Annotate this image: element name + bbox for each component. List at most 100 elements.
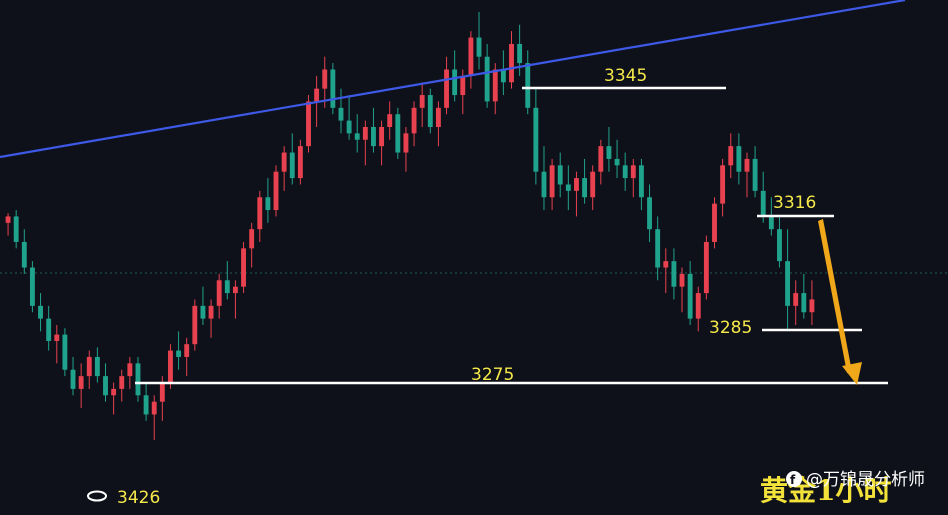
candle-body <box>712 204 717 242</box>
candle-body <box>201 306 206 319</box>
candle-body <box>339 108 344 121</box>
candle-body <box>607 146 612 159</box>
candle <box>785 229 790 331</box>
candle-body <box>152 402 157 415</box>
candle-body <box>387 114 392 127</box>
candle-body <box>550 165 555 197</box>
candle <box>468 31 473 88</box>
candle-body <box>160 383 165 402</box>
candle <box>533 89 538 185</box>
candle-body <box>136 363 141 395</box>
candle <box>574 172 579 217</box>
candle-body <box>322 69 327 88</box>
candle <box>420 82 425 127</box>
candle <box>509 31 514 88</box>
candle-body <box>452 69 457 95</box>
candle <box>241 242 246 293</box>
candle-body <box>777 229 782 261</box>
candle-body <box>696 293 701 319</box>
level-label-3285: 3285 <box>709 318 752 338</box>
candle <box>176 331 181 369</box>
candle <box>339 89 344 134</box>
candle <box>201 287 206 325</box>
platform-icon-glyph: f <box>790 473 796 487</box>
candle-body <box>517 44 522 63</box>
candle-body <box>249 229 254 248</box>
candle-body <box>801 293 806 312</box>
level-label-3316: 3316 <box>773 193 816 213</box>
candle <box>355 114 360 152</box>
candle-body <box>485 57 490 102</box>
candle-body <box>793 293 798 306</box>
candle <box>753 146 758 197</box>
candle-body <box>745 159 750 172</box>
candle <box>607 127 612 172</box>
candle <box>704 236 709 300</box>
candle-body <box>525 63 530 108</box>
candle-body <box>14 216 19 242</box>
candle-body <box>444 69 449 107</box>
candle <box>387 101 392 139</box>
candle <box>290 133 295 184</box>
candle <box>71 357 76 395</box>
candle-body <box>736 146 741 172</box>
candle-body <box>412 108 417 134</box>
candle-body <box>330 69 335 107</box>
candle <box>119 370 124 402</box>
candle <box>265 178 270 223</box>
candle-body <box>582 178 587 197</box>
candle <box>274 165 279 216</box>
candle <box>30 261 35 312</box>
candle <box>647 184 652 241</box>
candle-body <box>95 357 100 376</box>
candle-body <box>127 363 132 376</box>
candle <box>671 248 676 299</box>
watermark: f @万锦晟分析师 <box>786 470 925 490</box>
candle <box>22 229 27 274</box>
candle-body <box>22 242 27 268</box>
candle <box>209 299 214 337</box>
candle <box>395 108 400 159</box>
candle-body <box>184 344 189 357</box>
candle <box>582 159 587 204</box>
candle <box>298 140 303 185</box>
candle-body <box>87 357 92 376</box>
candle <box>330 63 335 114</box>
candle <box>444 57 449 114</box>
candle-body <box>265 197 270 210</box>
candle <box>95 347 100 382</box>
candle <box>680 268 685 313</box>
candle-body <box>111 389 116 395</box>
candle-body <box>631 165 636 178</box>
candle-body <box>379 127 384 146</box>
candle <box>598 140 603 185</box>
candle-body <box>477 38 482 57</box>
candle <box>14 210 19 248</box>
candle-body <box>209 306 214 319</box>
candle <box>736 133 741 184</box>
candle <box>436 101 441 146</box>
candle <box>452 50 457 101</box>
candle-body <box>688 274 693 319</box>
candle <box>257 191 262 242</box>
candle <box>477 12 482 69</box>
candle-body <box>257 197 262 229</box>
candle <box>347 95 352 140</box>
level-label-3275: 3275 <box>471 365 514 385</box>
candle-body <box>46 319 51 341</box>
candle-body <box>144 395 149 414</box>
candle-body <box>404 133 409 152</box>
candle-body <box>647 197 652 229</box>
candle <box>152 395 157 440</box>
candle <box>379 121 384 166</box>
candle-body <box>598 146 603 172</box>
candle-body <box>395 114 400 152</box>
candle-body <box>501 69 506 82</box>
candle <box>6 213 11 235</box>
level-label-3345: 3345 <box>604 66 647 86</box>
candle-body <box>542 172 547 198</box>
candle <box>631 159 636 197</box>
candle-body <box>533 108 538 172</box>
candle <box>801 274 806 319</box>
